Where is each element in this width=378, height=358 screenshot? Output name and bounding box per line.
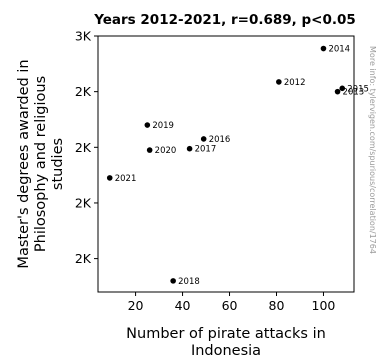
x-axis-label-line-2: Indonesia: [191, 343, 261, 358]
point-label: 2015: [347, 84, 369, 94]
point-label: 2020: [155, 146, 177, 156]
point-label: 2016: [209, 135, 231, 145]
y-axis-label-line-2: Philosophy and religious: [33, 76, 49, 252]
plot-area-frame: [97, 35, 355, 293]
point-label: 2013: [343, 88, 365, 98]
scatter-point: [106, 175, 113, 181]
x-axis-label-line-1: Number of pirate attacks in: [126, 326, 326, 342]
scatter-point: [339, 85, 346, 92]
point-label: 2018: [178, 277, 200, 287]
y-tick-label: 2K: [75, 140, 92, 155]
x-axis: 20 40 60 80 100: [128, 292, 336, 313]
scatter-point: [200, 136, 207, 142]
scatter-point: [170, 278, 176, 284]
x-tick-label: 60: [222, 298, 238, 313]
y-axis-label-line-1: Master's degrees awarded in: [16, 59, 32, 268]
y-axis-label-line-3: studies: [50, 138, 66, 190]
scatter-point: [146, 147, 153, 153]
y-tick-label: 2K: [75, 84, 92, 99]
y-tick-label: 2K: [75, 251, 92, 266]
point-label: 2021: [115, 174, 137, 184]
scatter-point: [334, 88, 341, 95]
x-tick-label: 80: [269, 298, 285, 313]
scatter-point: [320, 45, 327, 52]
chart-title: Years 2012-2021, r=0.689, p<0.05: [93, 12, 356, 28]
point-label: 2019: [152, 121, 174, 131]
scatter-point: [276, 79, 282, 85]
y-tick-label: 2K: [75, 195, 92, 210]
x-tick-label: 100: [312, 298, 336, 313]
watermark-text: More info: tylervigen.com/spurious/corre…: [368, 46, 377, 254]
point-label: 2012: [284, 78, 306, 88]
scatter-point: [186, 145, 193, 152]
y-tick-label: 3K: [75, 29, 92, 44]
point-label: 2017: [195, 145, 217, 155]
scatter-point: [144, 122, 151, 128]
x-tick-label: 20: [128, 298, 144, 313]
point-label: 2014: [328, 45, 350, 55]
y-axis: 3K 2K 2K 2K 2K: [75, 29, 98, 266]
x-tick-label: 40: [175, 298, 191, 313]
